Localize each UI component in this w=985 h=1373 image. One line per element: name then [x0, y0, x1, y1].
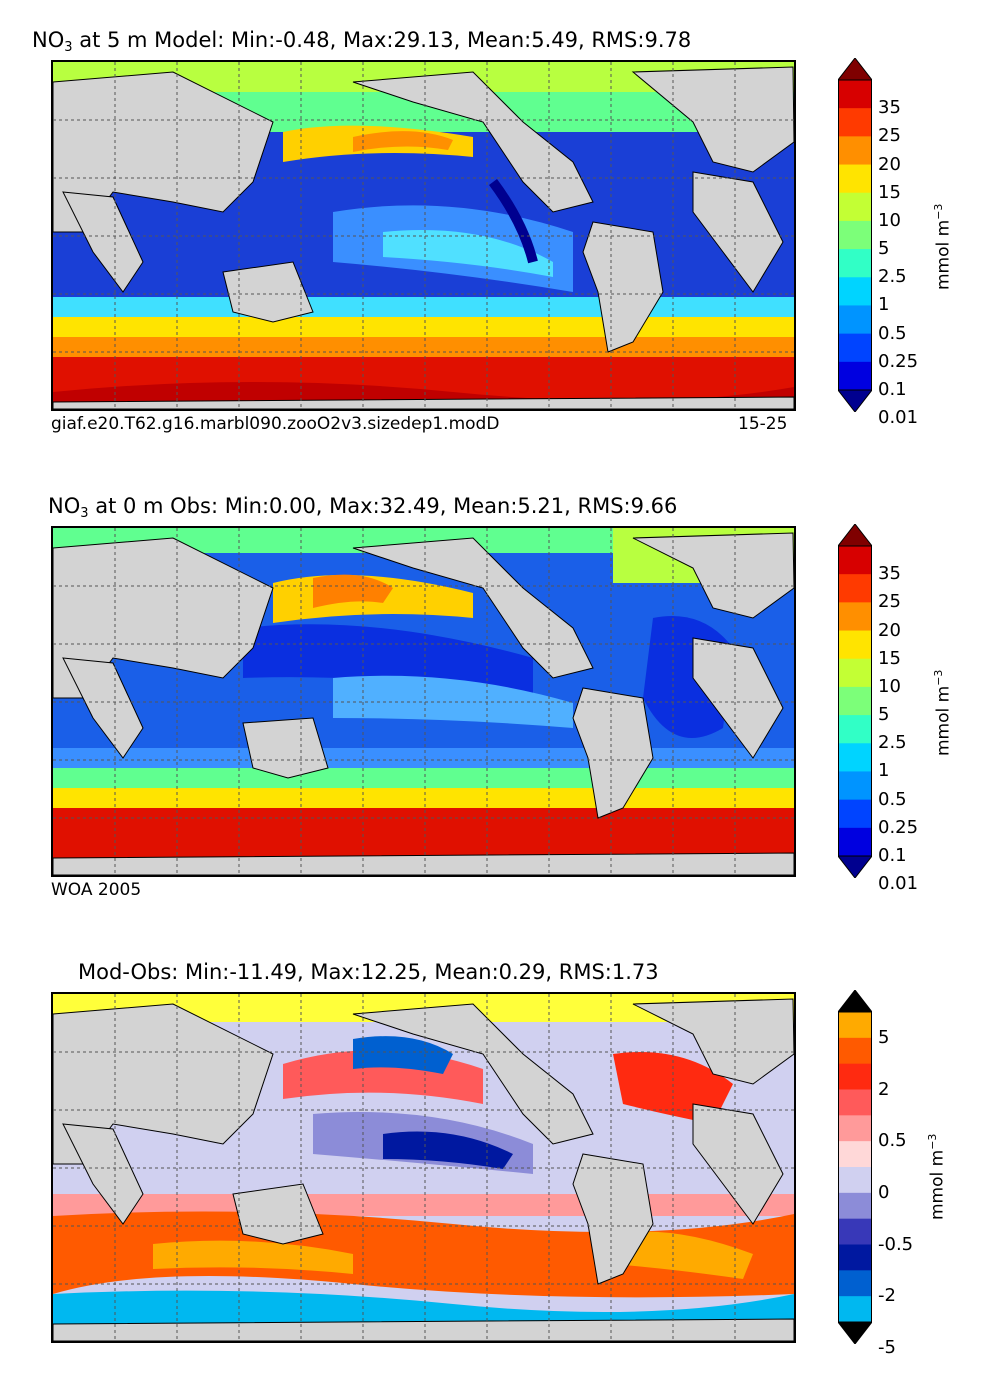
colorbar-frame: [838, 1011, 872, 1323]
colorbar-segment: [838, 1296, 872, 1323]
colorbar-segment: [838, 715, 872, 744]
panel-3-map: [51, 992, 796, 1343]
colorbar-segment: [838, 799, 872, 829]
colorbar-segment: [838, 1167, 872, 1194]
colorbar-segment: [838, 192, 872, 222]
panel-3-title: Mod-Obs: Min:-11.49, Max:12.25, Mean:0.2…: [78, 960, 659, 984]
panel-1-title: NO3 at 5 m Model: Min:-0.48, Max:29.13, …: [32, 28, 692, 55]
colorbar-segment: [838, 1270, 872, 1297]
panel-2-caption-left: WOA 2005: [51, 880, 142, 900]
colorbar-segment: [838, 1244, 872, 1271]
colorbar-segment: [838, 164, 872, 194]
colorbar-extend-bottom: [838, 389, 872, 412]
panel-1-caption-right: 15-25: [738, 414, 788, 434]
colorbar-tick-label: -5: [878, 1336, 896, 1358]
colorbar-segment: [838, 658, 872, 688]
colorbar-segment: [838, 220, 872, 250]
colorbar-tick-label: 0.5: [878, 322, 907, 344]
colorbar-tick-label: 25: [878, 125, 901, 147]
colorbar-segment: [838, 1115, 872, 1142]
colorbar-segment: [838, 827, 872, 857]
panel-1-colorbar: [838, 58, 872, 412]
colorbar-frame: [838, 79, 872, 391]
colorbar-segment: [838, 1012, 872, 1039]
colorbar-segment: [838, 686, 872, 716]
colorbar-extend-top: [838, 58, 872, 81]
colorbar-tick-label: 2: [878, 1078, 890, 1100]
colorbar-tick-label: -2: [878, 1285, 896, 1307]
colorbar-tick-label: 0.1: [878, 845, 907, 866]
colorbar-tick-label: 15: [878, 181, 901, 203]
colorbar-segment: [838, 305, 872, 335]
panel-3-map-svg: [53, 994, 794, 1341]
colorbar-segment: [838, 602, 872, 632]
colorbar-tick-label: 5: [878, 704, 890, 726]
colorbar-segment: [838, 361, 872, 391]
colorbar-tick-label: 20: [878, 153, 901, 175]
panel-1-map-svg: [53, 62, 794, 409]
colorbar-segment: [838, 1063, 872, 1090]
colorbar-tick-label: 10: [878, 209, 901, 231]
colorbar-tick-label: 25: [878, 591, 901, 613]
colorbar-segment: [838, 771, 872, 801]
colorbar-tick-label: 35: [878, 97, 901, 119]
colorbar-extend-top: [838, 990, 872, 1013]
colorbar-segment: [838, 249, 872, 278]
colorbar-tick-label: 5: [878, 1026, 890, 1048]
colorbar-tick-label: 0.01: [878, 873, 919, 895]
colorbar-frame: [838, 545, 872, 857]
panel-3-colorbar-label: mmol m−3: [926, 1133, 948, 1220]
colorbar-segment: [838, 546, 872, 575]
colorbar-tick-label: 0.5: [878, 1130, 907, 1152]
colorbar-tick-label: 1: [878, 760, 890, 782]
panel-1-caption-left: giaf.e20.T62.g16.marbl090.zooO2v3.sizede…: [51, 414, 500, 434]
colorbar-segment: [838, 630, 872, 660]
colorbar-segment: [838, 333, 872, 363]
panel-1-map: [51, 60, 796, 411]
colorbar-segment: [838, 1089, 872, 1116]
colorbar-tick-label: 10: [878, 675, 901, 697]
colorbar-segment: [838, 277, 872, 306]
panel-2-title: NO3 at 0 m Obs: Min:0.00, Max:32.49, Mea…: [48, 494, 678, 521]
colorbar-tick-label: 2.5: [878, 266, 907, 288]
panel-3-colorbar: [838, 990, 872, 1344]
colorbar-tick-label: 15: [878, 647, 901, 669]
colorbar-tick-label: 0.1: [878, 379, 907, 400]
colorbar-tick-label: 0.25: [878, 816, 919, 838]
panel-1-colorbar-label: mmol m−3: [932, 203, 954, 290]
colorbar-tick-label: 0.01: [878, 407, 919, 429]
colorbar-tick-label: 0.5: [878, 788, 907, 810]
colorbar-segment: [838, 1141, 872, 1168]
colorbar-tick-label: -0.5: [878, 1233, 914, 1255]
panel-2-map: [51, 526, 796, 877]
colorbar-segment: [838, 1218, 872, 1245]
colorbar-tick-label: 2.5: [878, 732, 907, 754]
colorbar-tick-label: 20: [878, 619, 901, 641]
panel-2-colorbar: [838, 524, 872, 878]
colorbar-tick-label: 1: [878, 294, 890, 316]
colorbar-segment: [838, 1192, 872, 1220]
colorbar-tick-label: 35: [878, 563, 901, 585]
colorbar-segment: [838, 1037, 872, 1065]
colorbar-segment: [838, 743, 872, 772]
colorbar-segment: [838, 108, 872, 137]
colorbar-extend-bottom: [838, 1321, 872, 1344]
colorbar-tick-label: 0.25: [878, 350, 919, 372]
colorbar-tick-label: 5: [878, 238, 890, 260]
colorbar-segment: [838, 574, 872, 603]
colorbar-segment: [838, 136, 872, 166]
colorbar-extend-bottom: [838, 855, 872, 878]
panel-2-colorbar-label: mmol m−3: [932, 669, 954, 756]
colorbar-segment: [838, 80, 872, 109]
panel-2-map-svg: [53, 528, 794, 875]
colorbar-tick-label: 0: [878, 1181, 890, 1203]
colorbar-extend-top: [838, 524, 872, 547]
